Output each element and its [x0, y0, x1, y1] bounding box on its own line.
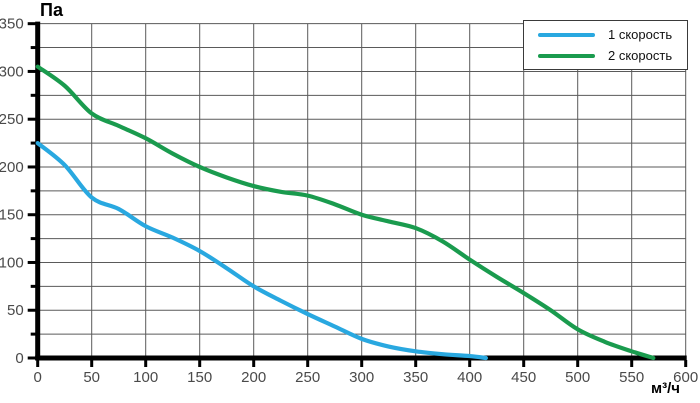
- y-tick-label: 150: [0, 207, 24, 224]
- y-tick-label: 250: [0, 111, 24, 128]
- x-tick-label: 250: [295, 369, 320, 386]
- x-tick-label: 600: [673, 369, 698, 386]
- legend-label-speed-1: 1 скорость: [608, 27, 673, 42]
- legend-item-speed-1: 1 скорость: [538, 27, 687, 42]
- legend: 1 скорость 2 скорость: [523, 20, 688, 70]
- y-tick-label: 200: [0, 159, 24, 176]
- x-tick-label: 200: [241, 369, 266, 386]
- y-tick-label: 0: [15, 350, 23, 367]
- y-tick-label: 350: [0, 16, 24, 33]
- x-tick-label: 0: [34, 369, 42, 386]
- y-tick-label: 300: [0, 63, 24, 80]
- curve-speed-1: [35, 140, 488, 361]
- x-tick-label: 550: [619, 369, 644, 386]
- legend-label-speed-2: 2 скорость: [608, 48, 673, 63]
- x-axis-unit-label: м³/ч: [651, 380, 680, 397]
- speed-2-line-swatch: [538, 53, 595, 58]
- x-tick-label: 500: [565, 369, 590, 386]
- x-tick-label: 100: [133, 369, 158, 386]
- y-tick-label: 50: [7, 302, 24, 319]
- x-tick-label: 50: [83, 369, 100, 386]
- x-tick-label: 150: [187, 369, 212, 386]
- y-axis-unit-label: Па: [40, 0, 63, 20]
- x-tick-label: 300: [349, 369, 374, 386]
- curve-speed-2: [35, 64, 656, 361]
- legend-item-speed-2: 2 скорость: [538, 48, 687, 63]
- x-tick-label: 400: [457, 369, 482, 386]
- x-tick-label: 350: [403, 369, 428, 386]
- speed-1-line-swatch: [538, 32, 595, 37]
- y-tick-label: 100: [0, 254, 24, 271]
- x-tick-label: 450: [511, 369, 536, 386]
